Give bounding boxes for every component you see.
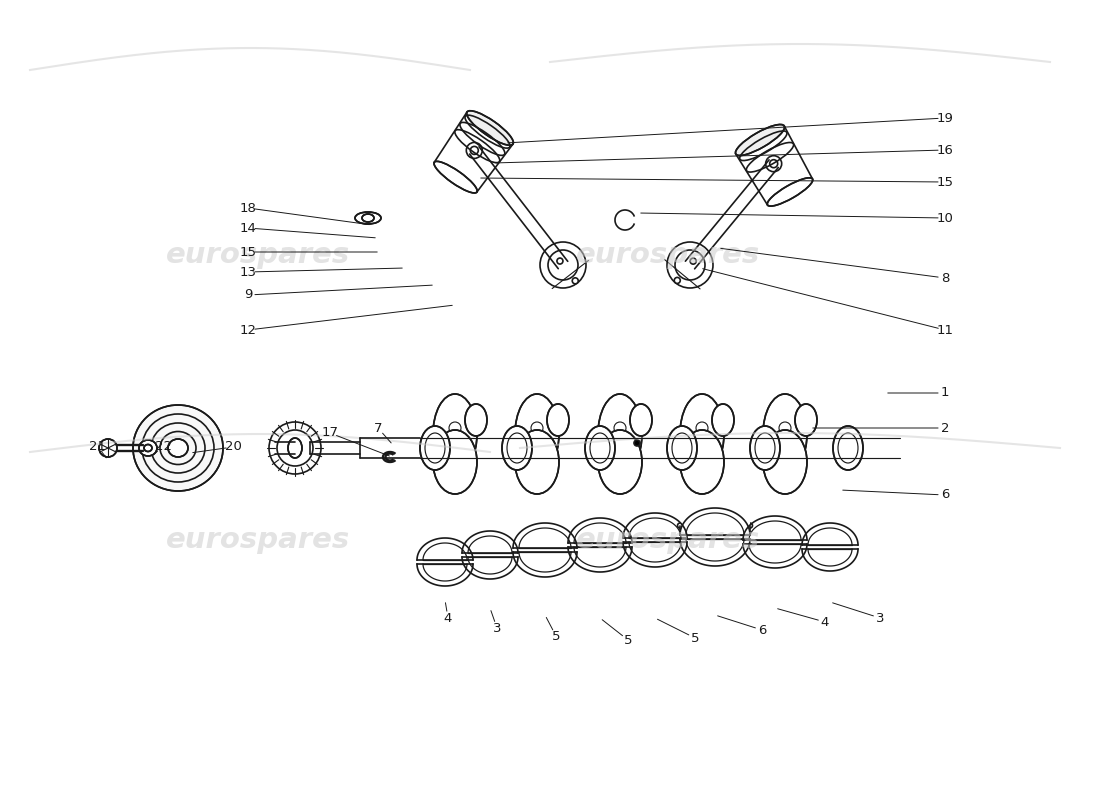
Text: 16: 16	[936, 143, 954, 157]
Text: 6: 6	[940, 489, 949, 502]
Text: 7: 7	[374, 422, 383, 434]
Text: 21: 21	[89, 441, 107, 454]
Ellipse shape	[465, 404, 487, 436]
Text: 19: 19	[936, 111, 954, 125]
Ellipse shape	[355, 212, 381, 224]
Ellipse shape	[630, 404, 652, 436]
Text: eurospares: eurospares	[576, 526, 760, 554]
Ellipse shape	[420, 426, 450, 470]
Ellipse shape	[515, 430, 559, 494]
Text: 15: 15	[936, 175, 954, 189]
Text: 20: 20	[224, 441, 241, 454]
Text: 5: 5	[552, 630, 560, 642]
Ellipse shape	[712, 404, 734, 436]
Circle shape	[690, 258, 696, 264]
Ellipse shape	[133, 405, 223, 491]
Text: 11: 11	[936, 323, 954, 337]
Ellipse shape	[547, 404, 569, 436]
Text: eurospares: eurospares	[166, 241, 350, 269]
Text: eurospares: eurospares	[166, 526, 350, 554]
Ellipse shape	[598, 394, 642, 474]
Ellipse shape	[680, 430, 724, 494]
Ellipse shape	[434, 162, 477, 193]
Circle shape	[557, 258, 563, 264]
Ellipse shape	[795, 404, 817, 436]
Text: eurospares: eurospares	[576, 241, 760, 269]
Ellipse shape	[833, 426, 864, 470]
Text: 15: 15	[240, 246, 256, 258]
Ellipse shape	[362, 214, 374, 222]
Text: 17: 17	[321, 426, 339, 439]
Ellipse shape	[763, 430, 807, 494]
Circle shape	[634, 440, 640, 446]
Ellipse shape	[288, 438, 302, 458]
Ellipse shape	[502, 426, 532, 470]
Text: 18: 18	[240, 202, 256, 214]
Ellipse shape	[598, 430, 642, 494]
Ellipse shape	[466, 110, 514, 146]
Text: 5: 5	[691, 631, 700, 645]
Ellipse shape	[144, 445, 152, 451]
Text: 9: 9	[244, 289, 252, 302]
Text: 2: 2	[940, 422, 949, 434]
Text: 10: 10	[936, 211, 954, 225]
Text: 3: 3	[876, 611, 884, 625]
Ellipse shape	[168, 439, 188, 457]
Ellipse shape	[736, 125, 784, 155]
Ellipse shape	[680, 394, 724, 474]
Ellipse shape	[139, 440, 157, 456]
Ellipse shape	[767, 178, 813, 206]
Ellipse shape	[667, 426, 697, 470]
Text: 14: 14	[240, 222, 256, 234]
Circle shape	[674, 278, 680, 283]
Circle shape	[99, 439, 117, 457]
Circle shape	[572, 278, 579, 284]
Text: 1: 1	[940, 386, 949, 399]
Ellipse shape	[585, 426, 615, 470]
Text: 5: 5	[624, 634, 632, 646]
Ellipse shape	[515, 394, 559, 474]
Text: 4: 4	[821, 615, 829, 629]
Text: 4: 4	[443, 611, 452, 625]
Text: 6: 6	[758, 623, 767, 637]
Text: 22: 22	[154, 441, 172, 454]
Ellipse shape	[433, 430, 477, 494]
Ellipse shape	[750, 426, 780, 470]
Text: 12: 12	[240, 323, 256, 337]
Text: 8: 8	[940, 271, 949, 285]
Text: 13: 13	[240, 266, 256, 278]
Ellipse shape	[763, 394, 807, 474]
Text: 3: 3	[493, 622, 502, 634]
Ellipse shape	[433, 394, 477, 474]
